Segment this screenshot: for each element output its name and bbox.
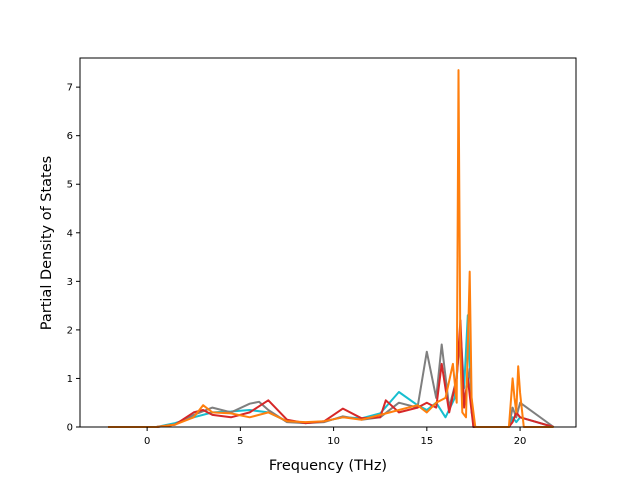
y-tick-label: 4 bbox=[67, 228, 73, 239]
plot-area bbox=[79, 57, 577, 428]
series-line-1 bbox=[108, 314, 554, 428]
y-tick-label: 0 bbox=[67, 423, 73, 434]
y-tick-label: 5 bbox=[67, 180, 73, 191]
y-axis: 0 1 2 3 4 5 6 7 bbox=[67, 83, 80, 434]
x-tick-label: 10 bbox=[327, 436, 340, 447]
series-line-4 bbox=[108, 69, 554, 428]
y-tick-label: 2 bbox=[67, 325, 73, 336]
y-tick-label: 1 bbox=[67, 374, 73, 385]
series-layer bbox=[108, 69, 555, 428]
x-axis: 0 5 10 15 20 bbox=[144, 427, 526, 447]
x-axis-title: Frequency (THz) bbox=[269, 458, 387, 474]
y-tick-label: 7 bbox=[67, 83, 73, 94]
y-axis-title: Partial Density of States bbox=[39, 156, 55, 330]
x-tick-label: 5 bbox=[237, 436, 243, 447]
axes-frame bbox=[79, 57, 577, 428]
y-tick-label: 3 bbox=[67, 277, 73, 288]
x-tick-label: 0 bbox=[144, 436, 150, 447]
y-tick-label: 6 bbox=[67, 131, 73, 142]
series-line-2 bbox=[108, 328, 555, 428]
x-tick-label: 20 bbox=[514, 436, 527, 447]
series-line-3 bbox=[108, 319, 554, 428]
x-tick-label: 15 bbox=[420, 436, 433, 447]
